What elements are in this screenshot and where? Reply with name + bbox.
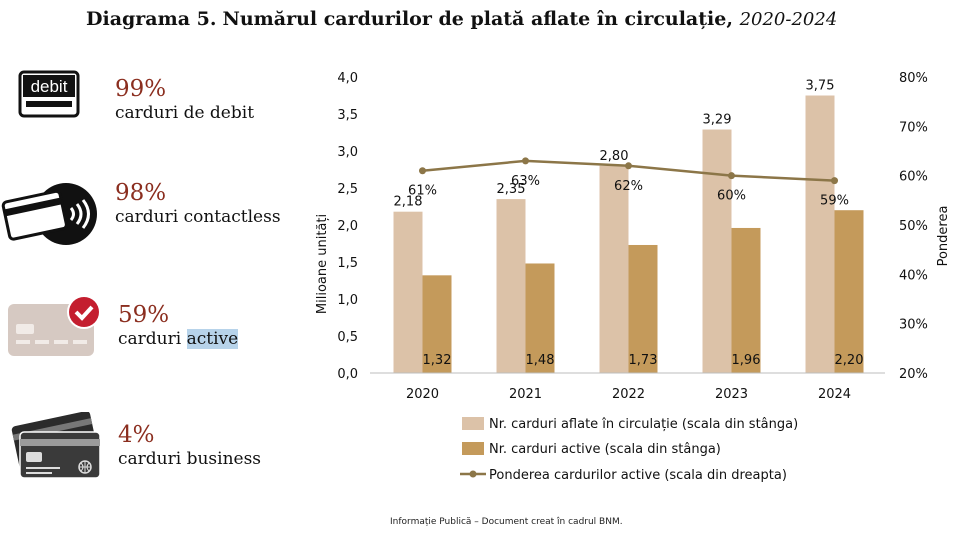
stat-contactless: 98% carduri contactless [115, 180, 281, 228]
y-left-tick-5: 2,5 [337, 182, 358, 197]
active-card-check-icon [8, 295, 101, 356]
label-share-2020: 61% [408, 184, 437, 199]
right-axis-title: Ponderea [936, 206, 951, 267]
stat-active: 59% carduri active [118, 302, 239, 350]
stat-debit-percent: 99% [115, 76, 167, 102]
debit-card-icon: debit [18, 70, 80, 118]
bar-active-2022 [628, 244, 658, 373]
share-point-2022 [625, 162, 632, 170]
stat-business-label: carduri business [118, 449, 262, 469]
label-active-2021: 1,48 [526, 353, 555, 368]
stat-active-label-prefix: carduri [118, 329, 187, 349]
share-line-series [419, 157, 838, 185]
legend-active-label: Nr. carduri active (scala din stânga) [489, 442, 721, 457]
label-share-2024: 59% [820, 194, 849, 209]
chart-title: Diagrama 5. Numărul cardurilor de plată a… [86, 8, 837, 30]
legend-swatch-share-marker [469, 470, 477, 478]
x-tick-2022: 2022 [612, 387, 645, 402]
label-active-2023: 1,96 [732, 353, 761, 368]
legend-share-label: Ponderea cardurilor active (scala din dr… [489, 468, 787, 483]
bar-issued-2020 [393, 211, 423, 373]
x-tick-2020: 2020 [406, 387, 439, 402]
y-right-tick-6: 80% [899, 71, 928, 86]
bar-active-2021 [525, 263, 555, 373]
label-issued-2021: 2,35 [497, 182, 526, 197]
bar-issued-2023 [702, 129, 732, 373]
contactless-card-icon [1, 183, 97, 245]
y-left-tick-8: 4,0 [337, 71, 358, 86]
stat-contactless-percent: 98% [115, 180, 167, 206]
title-number: Diagrama 5. [86, 8, 217, 30]
share-point-2020 [419, 167, 426, 175]
stat-business: 4% carduri business [118, 422, 261, 470]
issued-bars [393, 95, 835, 373]
label-share-2022: 62% [614, 179, 643, 194]
title-text: Numărul cardurilor de plată aflate în ci… [222, 8, 733, 30]
x-tick-2024: 2024 [818, 387, 851, 402]
stat-business-percent: 4% [118, 422, 155, 448]
y-left-tick-3: 1,5 [337, 256, 358, 271]
y-right-tick-3: 50% [899, 219, 928, 234]
stat-active-label: carduri active [118, 328, 239, 350]
active-bars [422, 210, 864, 373]
label-issued-2024: 3,75 [806, 79, 835, 94]
x-axis-ticks: 2020 2021 2022 2023 2024 [406, 387, 851, 402]
share-point-2024 [831, 177, 838, 185]
label-issued-2022: 2,80 [600, 149, 629, 164]
legend-swatch-active [462, 442, 484, 455]
stat-debit-label: carduri de debit [115, 103, 255, 123]
business-cards-icon [11, 412, 101, 479]
share-point-2023 [728, 172, 735, 180]
stat-active-percent: 59% [118, 302, 170, 328]
share-point-2021 [522, 157, 529, 165]
label-active-2024: 2,20 [835, 353, 864, 368]
y-right-tick-2: 40% [899, 268, 928, 283]
title-years: 2020-2024 [739, 9, 838, 30]
bar-issued-2024 [805, 95, 835, 373]
right-axis-ticks: 20% 30% 40% 50% 60% 70% 80% [899, 71, 928, 382]
stat-contactless-label: carduri contactless [115, 207, 281, 227]
chart-legend: Nr. carduri aflate în circulație (scala … [460, 417, 798, 483]
y-left-tick-7: 3,5 [337, 108, 358, 123]
label-share-2021: 63% [511, 174, 540, 189]
y-left-tick-1: 0,5 [337, 330, 358, 345]
stat-debit: 99% carduri de debit [115, 76, 254, 124]
y-right-tick-5: 70% [899, 120, 928, 135]
bar-active-2023 [731, 227, 761, 373]
y-right-tick-0: 20% [899, 367, 928, 382]
label-issued-2020: 2,18 [394, 195, 423, 210]
stat-active-label-highlight: active [186, 329, 239, 349]
label-share-2023: 60% [717, 189, 746, 204]
bar-active-2020 [422, 275, 452, 373]
left-axis-ticks: 0,0 0,5 1,0 1,5 2,0 2,5 3,0 3,5 4,0 [337, 71, 358, 382]
footer-note: Informație Publică – Document creat în c… [390, 517, 623, 527]
y-left-tick-2: 1,0 [337, 293, 358, 308]
legend-issued-label: Nr. carduri aflate în circulație (scala … [489, 417, 798, 432]
bar-issued-2021 [496, 199, 526, 373]
y-left-tick-6: 3,0 [337, 145, 358, 160]
legend-swatch-issued [462, 417, 484, 430]
label-active-2022: 1,73 [629, 353, 658, 368]
data-labels: 2,18 1,32 2,35 1,48 2,80 1,73 3,29 1,96 3,75 2,20… [394, 79, 864, 369]
bar-active-2024 [834, 210, 864, 373]
y-left-tick-0: 0,0 [337, 367, 358, 382]
y-right-tick-4: 60% [899, 170, 928, 185]
bar-issued-2022 [599, 165, 629, 373]
x-tick-2023: 2023 [715, 387, 748, 402]
left-axis-title: Milioane unități [315, 214, 330, 314]
debit-icon-label: debit [31, 77, 68, 96]
label-active-2020: 1,32 [423, 353, 452, 368]
y-right-tick-1: 30% [899, 318, 928, 333]
x-tick-2021: 2021 [509, 387, 542, 402]
label-issued-2023: 3,29 [703, 113, 732, 128]
y-left-tick-4: 2,0 [337, 219, 358, 234]
